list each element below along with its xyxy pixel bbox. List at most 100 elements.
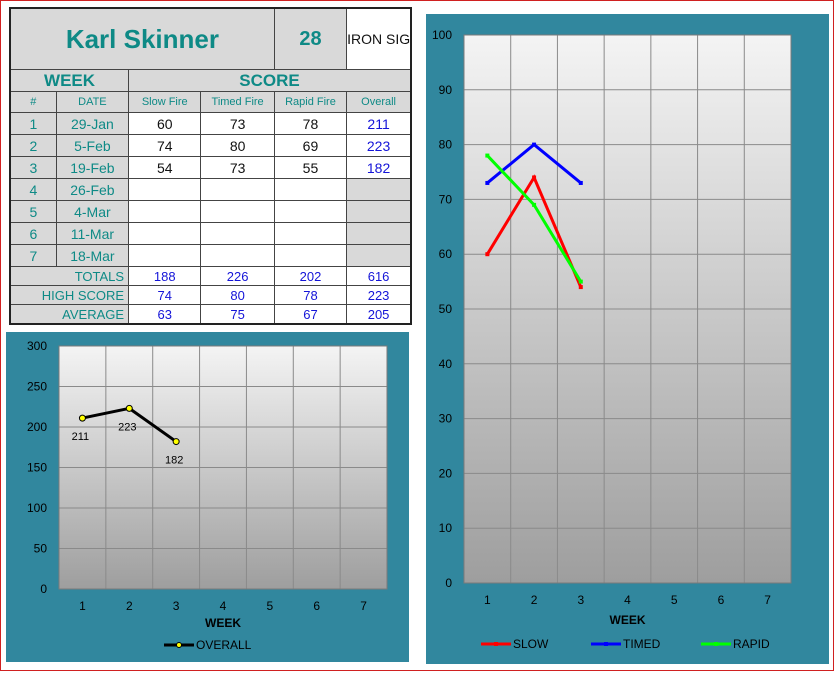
x-tick-label: 3 xyxy=(173,599,180,613)
cell-overall xyxy=(346,178,412,201)
cell-slow xyxy=(128,222,202,245)
x-tick-label: 2 xyxy=(531,593,538,607)
cell-overall: 211 xyxy=(346,112,412,135)
cell-timed xyxy=(200,222,275,245)
cell-rapid xyxy=(273,200,348,223)
y-tick-label: 0 xyxy=(445,576,452,590)
legend-marker xyxy=(494,642,498,646)
table-row: 5 4-Mar xyxy=(9,200,412,223)
x-tick-label: 6 xyxy=(313,599,320,613)
cell-timed: 73 xyxy=(200,156,275,179)
y-tick-label: 300 xyxy=(27,339,47,353)
cell-num: 7 xyxy=(9,244,57,267)
y-tick-label: 50 xyxy=(439,302,453,316)
data-point xyxy=(578,285,583,290)
x-tick-label: 7 xyxy=(360,599,367,613)
legend-label-slow: SLOW xyxy=(513,637,549,651)
legend-marker xyxy=(714,642,718,646)
col-header-overall: Overall xyxy=(346,91,412,113)
table-row: 2 5-Feb 74 80 69 223 xyxy=(9,134,412,157)
cell-date: 11-Mar xyxy=(55,222,130,245)
cell-date: 18-Mar xyxy=(55,244,130,267)
cell-date: 19-Feb xyxy=(55,156,130,179)
week-header: WEEK xyxy=(9,69,130,92)
cell-num: 4 xyxy=(9,178,57,201)
x-tick-label: 3 xyxy=(577,593,584,607)
y-tick-label: 250 xyxy=(27,380,47,394)
cell-slow xyxy=(128,178,202,201)
cell-date: 26-Feb xyxy=(55,178,130,201)
high-score-label: HIGH SCORE xyxy=(9,285,130,305)
y-tick-label: 10 xyxy=(439,521,453,535)
plot-border xyxy=(58,345,388,590)
cell-date: 29-Jan xyxy=(55,112,130,135)
data-point xyxy=(172,438,180,446)
x-tick-label: 5 xyxy=(671,593,678,607)
y-tick-label: 80 xyxy=(439,138,453,152)
legend-marker xyxy=(604,642,608,646)
stage-chart-panel: 0 10 20 30 40 50 60 70 80 90 100 1 2 3 4 5 6 7 WEEK SLOW TIM… xyxy=(426,14,829,664)
score-table: Karl Skinner 28 IRON SIGHTS WEEK SCORE #… xyxy=(9,7,412,325)
cell-overall: 223 xyxy=(346,134,412,157)
totals-timed: 226 xyxy=(200,266,275,286)
average-overall: 205 xyxy=(346,304,412,325)
cell-rapid: 78 xyxy=(273,112,348,135)
cell-rapid: 69 xyxy=(273,134,348,157)
data-label: 182 xyxy=(165,455,183,467)
cell-slow: 60 xyxy=(128,112,202,135)
data-point xyxy=(485,252,490,257)
data-label: 211 xyxy=(72,431,90,443)
y-tick-label: 100 xyxy=(432,28,452,42)
cell-num: 6 xyxy=(9,222,57,245)
col-header-num: # xyxy=(9,91,57,113)
table-row: 4 26-Feb xyxy=(9,178,412,201)
totals-label: TOTALS xyxy=(9,266,130,286)
shooter-number: 28 xyxy=(273,7,348,70)
cell-slow xyxy=(128,244,202,267)
cell-timed: 73 xyxy=(200,112,275,135)
cell-rapid xyxy=(273,178,348,201)
high-rapid: 78 xyxy=(273,285,348,305)
cell-rapid xyxy=(273,222,348,245)
data-point xyxy=(532,175,537,180)
high-slow: 74 xyxy=(128,285,202,305)
y-tick-label: 20 xyxy=(439,466,453,480)
overall-chart: 0 50 100 150 200 250 300 1 2 3 4 5 6 7 WEEK 211 223 182 OV… xyxy=(27,339,388,652)
table-row: 3 19-Feb 54 73 55 182 xyxy=(9,156,412,179)
y-tick-label: 50 xyxy=(34,542,48,556)
average-timed: 75 xyxy=(200,304,275,325)
cell-slow xyxy=(128,200,202,223)
x-tick-label: 6 xyxy=(718,593,725,607)
data-point xyxy=(578,279,583,284)
legend-label-timed: TIMED xyxy=(623,637,661,651)
x-tick-label: 5 xyxy=(267,599,274,613)
x-axis-label: WEEK xyxy=(610,613,646,627)
x-tick-label: 1 xyxy=(484,593,491,607)
score-header: SCORE xyxy=(128,69,412,92)
plot-border xyxy=(463,34,792,584)
totals-overall: 616 xyxy=(346,266,412,286)
high-overall: 223 xyxy=(346,285,412,305)
data-point xyxy=(578,180,583,185)
cell-overall xyxy=(346,200,412,223)
y-tick-label: 40 xyxy=(439,357,453,371)
data-point xyxy=(485,180,490,185)
cell-overall: 182 xyxy=(346,156,412,179)
cell-num: 2 xyxy=(9,134,57,157)
col-header-rapid: Rapid Fire xyxy=(273,91,348,113)
data-point xyxy=(125,404,133,412)
table-row: 6 11-Mar xyxy=(9,222,412,245)
cell-timed xyxy=(200,200,275,223)
cell-slow: 74 xyxy=(128,134,202,157)
totals-rapid: 202 xyxy=(273,266,348,286)
x-tick-label: 4 xyxy=(220,599,227,613)
cell-num: 5 xyxy=(9,200,57,223)
legend-marker xyxy=(176,642,182,648)
cell-rapid: 55 xyxy=(273,156,348,179)
x-tick-label: 1 xyxy=(79,599,86,613)
stage-chart: 0 10 20 30 40 50 60 70 80 90 100 1 2 3 4 5 6 7 WEEK SLOW TIM… xyxy=(432,28,792,651)
y-tick-label: 60 xyxy=(439,247,453,261)
overall-chart-panel: 0 50 100 150 200 250 300 1 2 3 4 5 6 7 WEEK 211 223 182 OV… xyxy=(6,332,409,662)
x-tick-label: 4 xyxy=(624,593,631,607)
